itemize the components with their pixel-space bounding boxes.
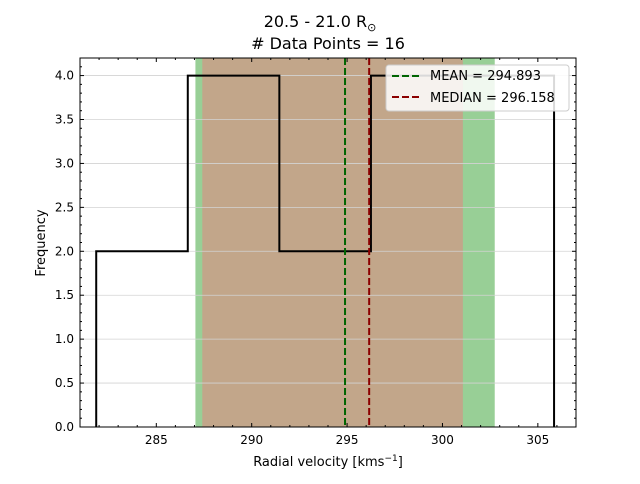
x-tick-label-3: 300	[431, 433, 454, 447]
x-tick-label-2: 295	[336, 433, 359, 447]
y-tick-label-1: 0.5	[55, 376, 74, 390]
y-tick-label-5: 2.5	[55, 200, 74, 214]
y-axis-label: Frequency	[34, 209, 49, 276]
legend-mean-label: MEAN = 294.893	[430, 69, 541, 84]
chart-title-line2: # Data Points = 16	[251, 34, 405, 53]
x-tick-label-4: 305	[526, 433, 549, 447]
y-tick-label-8: 4.0	[55, 69, 74, 83]
y-tick-label-7: 3.5	[55, 113, 74, 127]
y-tick-label-2: 1.0	[55, 332, 74, 346]
chart-title-line1: 20.5 - 21.0 R⊙	[264, 12, 377, 34]
y-tick-label-3: 1.5	[55, 288, 74, 302]
x-tick-label-1: 290	[240, 433, 263, 447]
x-axis-label: Radial velocity [kms−1]	[253, 454, 403, 470]
y-tick-label-0: 0.0	[55, 420, 74, 434]
y-tick-label-4: 2.0	[55, 244, 74, 258]
interval-band-1	[202, 58, 463, 427]
legend-median-label: MEDIAN = 296.158	[430, 91, 555, 106]
x-tick-label-0: 285	[145, 433, 168, 447]
y-tick-label-6: 3.0	[55, 156, 74, 170]
legend-box	[385, 64, 570, 112]
legend: MEAN = 294.893 MEDIAN = 296.158	[385, 64, 570, 112]
axes: 285 290 295 300 305 0.0 0.5 1.0 1.5 2.0 2.5 3.0 3.5 4…	[55, 57, 577, 447]
statistic-lines	[344, 58, 371, 427]
